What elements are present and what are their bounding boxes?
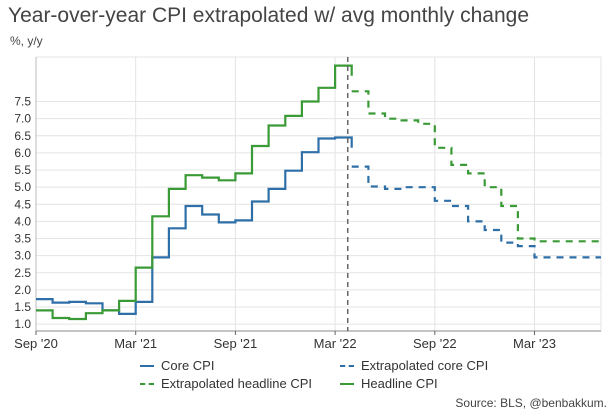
legend-item-core-cpi: Core CPI <box>140 358 214 373</box>
y-tick-label: 4.0 <box>14 214 31 228</box>
y-tick-label: 2.5 <box>14 266 31 280</box>
y-tick-label: 6.0 <box>14 146 31 160</box>
y-tick-label: 4.5 <box>14 197 31 211</box>
legend-label-extrapolated-core-cpi: Extrapolated core CPI <box>361 358 489 373</box>
series-lines <box>36 64 601 321</box>
series-line-core-cpi <box>36 136 353 315</box>
legend-item-headline-cpi: Headline CPI <box>340 376 438 391</box>
legend-swatch-extrapolated-core-cpi <box>340 364 354 367</box>
y-tick-label: 7.0 <box>14 112 31 126</box>
y-tick-label: 7.5 <box>14 95 31 109</box>
y-tick-label: 3.0 <box>14 249 31 263</box>
series-line-headline-cpi <box>36 64 353 321</box>
y-tick-label: 1.5 <box>14 300 31 314</box>
legend-label-extrapolated-headline-cpi: Extrapolated headline CPI <box>161 376 313 391</box>
legend-label-headline-cpi: Headline CPI <box>361 376 438 391</box>
x-tick-label: Sep '21 <box>214 336 258 351</box>
y-tick-label: 3.5 <box>14 232 31 246</box>
chart-title: Year-over-year CPI extrapolated w/ avg m… <box>8 4 530 27</box>
series-line-extrapolated-core-cpi <box>351 165 601 259</box>
y-tick-label: 1.0 <box>14 317 31 331</box>
x-tick-label: Sep '22 <box>413 336 457 351</box>
legend-label-core-cpi: Core CPI <box>161 358 215 373</box>
plot-area-background <box>36 57 601 331</box>
y-tick-label: 2.0 <box>14 283 31 297</box>
y-tick-label: 5.0 <box>14 180 31 194</box>
x-tick-label: Mar '23 <box>513 336 556 351</box>
series-line-extrapolated-headline-cpi <box>351 90 601 243</box>
y-tick-label: 6.5 <box>14 129 31 143</box>
legend-item-extrapolated-core-cpi: Extrapolated core CPI <box>340 358 488 373</box>
y-axis: 1.0 1.5 2.0 2.5 3.0 3.5 4.0 4.5 5.0 5.5 6.0 6.5 7.0 7… <box>14 95 31 332</box>
legend-swatch-headline-cpi <box>340 382 354 385</box>
legend-item-extrapolated-headline-cpi: Extrapolated headline CPI <box>140 376 312 391</box>
x-tick-label: Mar '22 <box>314 336 357 351</box>
x-axis: Sep '20 Mar '21 Sep '21 Mar '22 Sep '22 Mar '… <box>14 331 556 351</box>
source-note: Source: BLS, @benbakkum. <box>455 396 607 410</box>
x-tick-label: Sep '20 <box>14 336 58 351</box>
x-tick-label: Mar '21 <box>114 336 157 351</box>
y-axis-unit-label: %, y/y <box>10 34 43 48</box>
legend-swatch-core-cpi <box>140 364 154 367</box>
y-tick-label: 5.5 <box>14 163 31 177</box>
legend-swatch-extrapolated-headline-cpi <box>140 382 154 385</box>
